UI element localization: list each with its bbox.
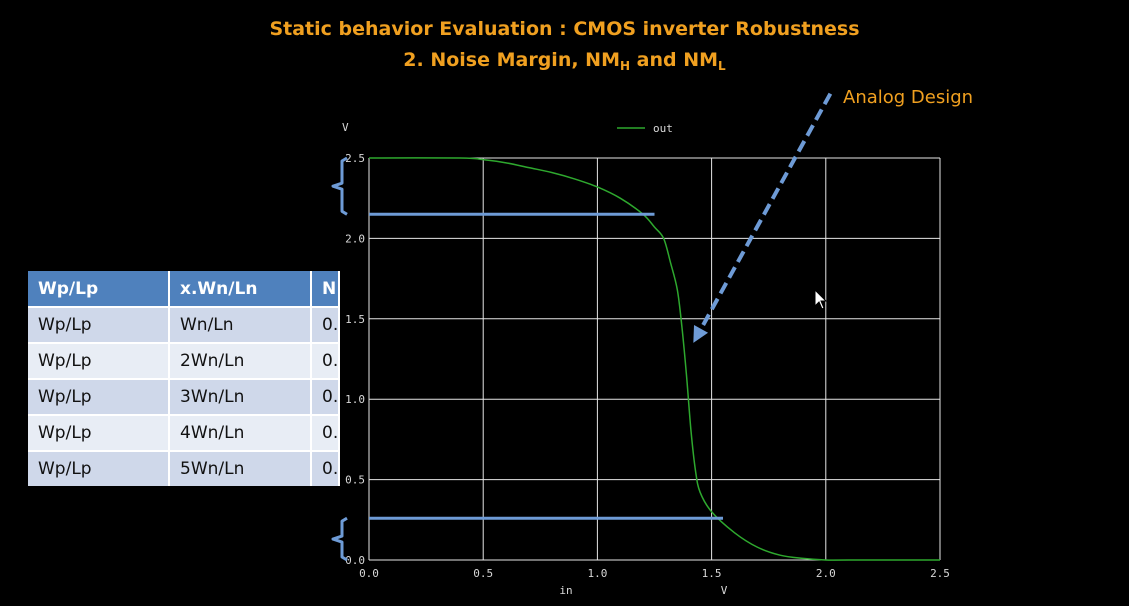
x-axis-label: in	[559, 584, 572, 597]
x-tick-label: 2.5	[930, 567, 950, 580]
slide-subtitle: 2. Noise Margin, NMH and NML	[0, 49, 1129, 73]
table-cell: 3Wn/Ln	[169, 378, 312, 415]
table-cell: Wp/Lp	[28, 414, 170, 451]
table-cell: 0.	[311, 306, 341, 343]
chart-ticks: 0.0 0.5 1.0 1.5 2.0 2.5 0.0 0.5 1.0 1.5 2.0 2.5	[345, 152, 950, 580]
y-tick-label: 2.0	[345, 232, 365, 245]
y-axis-label: V	[342, 121, 349, 134]
y-tick-label: 0.5	[345, 474, 365, 487]
annotation-arrow-head	[693, 325, 709, 343]
table-cell: Wp/Lp	[28, 450, 170, 486]
table-cell: 0.	[311, 450, 341, 486]
table-cell: Wp/Lp	[28, 306, 170, 343]
y-tick-label: 2.5	[345, 152, 365, 165]
table-header-cell: Wp/Lp	[28, 271, 170, 307]
table-header-cell: N	[311, 271, 341, 307]
table-row: Wp/Lp 3Wn/Ln 0.	[28, 378, 341, 415]
series-line-out	[368, 157, 940, 561]
mouse-pointer-icon	[814, 289, 828, 310]
chart-legend: out	[617, 122, 673, 135]
subtitle-sub-l: L	[718, 59, 726, 73]
table-cell: 0.	[311, 378, 341, 415]
chart-grid	[368, 157, 941, 561]
table-cell: 0.	[311, 414, 341, 451]
subtitle-sub-h: H	[620, 59, 631, 73]
slide-title: Static behavior Evaluation : CMOS invert…	[269, 18, 860, 40]
annotation-arrow-shaft	[699, 92, 833, 330]
subtitle-mid: and NM	[630, 49, 719, 71]
x-axis-unit: V	[721, 584, 728, 597]
table-cell: Wp/Lp	[28, 342, 170, 379]
x-tick-label: 1.0	[587, 567, 607, 580]
table-row: Wp/Lp 4Wn/Ln 0.	[28, 414, 341, 451]
subtitle-prefix: 2. Noise Margin, NM	[403, 49, 620, 71]
sizing-table: Wp/Lp x.Wn/Ln N Wp/Lp Wn/Ln 0. Wp/Lp 2Wn…	[28, 271, 341, 486]
table-cell: Wn/Ln	[169, 306, 312, 343]
table-cell: Wp/Lp	[28, 378, 170, 415]
table-cell: 2Wn/Ln	[169, 342, 312, 379]
x-tick-label: 0.5	[473, 567, 493, 580]
x-tick-label: 2.0	[816, 567, 836, 580]
noise-margin-bracket	[331, 516, 348, 562]
table-row: Wp/Lp 2Wn/Ln 0.	[28, 342, 341, 379]
y-tick-label: 0.0	[345, 554, 365, 567]
chart-series	[368, 157, 940, 561]
table-row: Wp/Lp Wn/Ln 0.	[28, 306, 341, 343]
chart-markers	[331, 92, 833, 562]
table-header-cell: x.Wn/Ln	[169, 271, 312, 307]
table-cell: 0.	[311, 342, 341, 379]
y-tick-label: 1.0	[345, 393, 365, 406]
table-cell: 5Wn/Ln	[169, 450, 312, 486]
legend-label: out	[653, 122, 673, 135]
noise-margin-bracket	[331, 156, 348, 216]
table-cell: 4Wn/Ln	[169, 414, 312, 451]
chart-labels: Vin V	[342, 121, 728, 597]
x-tick-label: 0.0	[359, 567, 379, 580]
annotation-label: Analog Design	[843, 87, 974, 108]
y-tick-label: 1.5	[345, 313, 365, 326]
x-tick-label: 1.5	[702, 567, 722, 580]
table-header-row: Wp/Lp x.Wn/Ln N	[28, 271, 341, 307]
table-row: Wp/Lp 5Wn/Ln 0.	[28, 450, 341, 486]
